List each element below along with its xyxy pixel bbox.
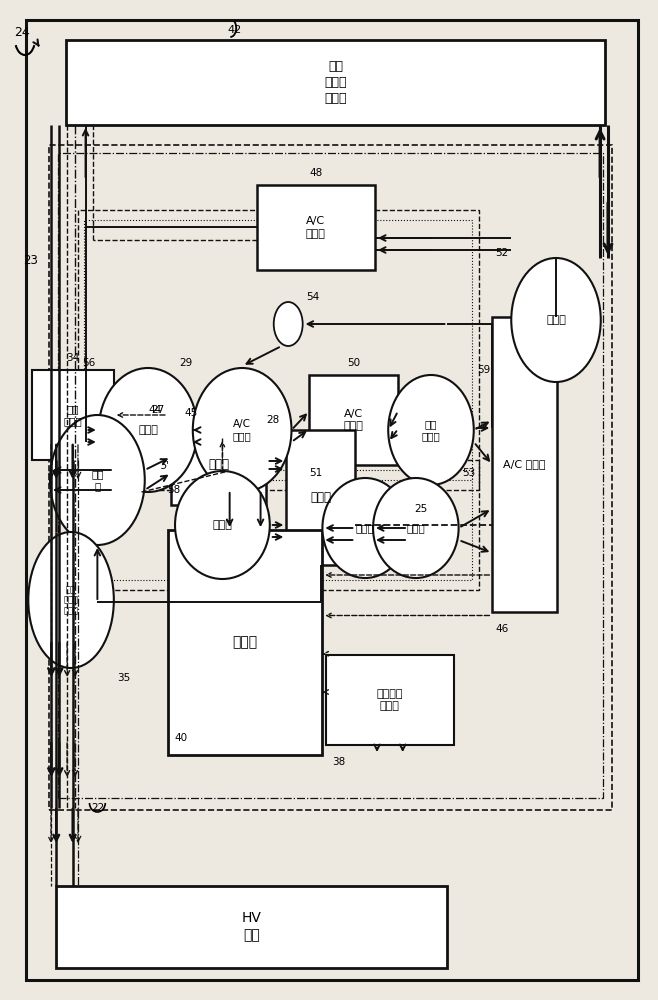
Ellipse shape — [28, 532, 114, 668]
Ellipse shape — [511, 258, 601, 382]
Text: 42: 42 — [227, 25, 241, 35]
Text: 53: 53 — [462, 468, 475, 478]
Text: 加熱器: 加熱器 — [209, 458, 229, 472]
Text: 44: 44 — [148, 405, 161, 415]
Text: 29: 29 — [180, 358, 193, 368]
Circle shape — [274, 302, 303, 346]
FancyBboxPatch shape — [257, 185, 375, 270]
Ellipse shape — [99, 368, 197, 492]
Text: A/C
蒸發器: A/C 蒸發器 — [343, 409, 364, 431]
Text: 24: 24 — [14, 26, 30, 39]
Text: 25: 25 — [415, 504, 428, 514]
Text: 膨脹閥: 膨脹閥 — [213, 520, 232, 530]
Text: 低壓側: 低壓側 — [356, 523, 374, 533]
Text: 35: 35 — [117, 673, 130, 683]
Text: 制冷
冷卻系: 制冷 冷卻系 — [63, 404, 82, 426]
Text: 38: 38 — [332, 757, 345, 767]
Text: 冷卻器: 冷卻器 — [311, 491, 331, 504]
FancyBboxPatch shape — [286, 430, 355, 565]
Text: 高壓側: 高壓側 — [546, 315, 566, 325]
Text: 23: 23 — [23, 253, 38, 266]
Text: A/C 壓縮機: A/C 壓縮機 — [503, 460, 545, 470]
Text: 5': 5' — [161, 461, 170, 471]
FancyBboxPatch shape — [26, 20, 638, 980]
Ellipse shape — [388, 375, 474, 485]
FancyBboxPatch shape — [66, 40, 605, 125]
Text: 58: 58 — [167, 485, 180, 495]
FancyBboxPatch shape — [171, 425, 266, 505]
Ellipse shape — [193, 368, 291, 492]
Text: 冷卻
制溫度
傳感器: 冷卻 制溫度 傳感器 — [64, 585, 78, 615]
Text: 電池
冷卻系
散熱器: 電池 冷卻系 散熱器 — [324, 60, 347, 105]
Text: 59: 59 — [477, 365, 490, 375]
Text: 電池溫度
傳感器: 電池溫度 傳感器 — [376, 689, 403, 711]
Text: A/C
膨脹閥: A/C 膨脹閥 — [233, 419, 251, 441]
Text: HV
電池: HV 電池 — [241, 911, 262, 943]
Ellipse shape — [50, 415, 145, 545]
FancyBboxPatch shape — [32, 370, 114, 460]
Text: 控制器: 控制器 — [232, 636, 258, 650]
Text: 56: 56 — [82, 358, 95, 368]
Ellipse shape — [175, 471, 270, 579]
Text: 溫度
傳感器: 溫度 傳感器 — [422, 419, 440, 441]
Text: A/C
冷凝器: A/C 冷凝器 — [306, 216, 326, 239]
FancyBboxPatch shape — [168, 530, 322, 755]
Text: 低溫側: 低溫側 — [407, 523, 425, 533]
Text: 截止閥: 截止閥 — [138, 425, 158, 435]
Text: 52: 52 — [495, 248, 508, 258]
Text: 48: 48 — [309, 168, 322, 178]
Ellipse shape — [322, 478, 408, 578]
Text: 電漿
器: 電漿 器 — [91, 469, 103, 491]
Text: 46: 46 — [495, 624, 509, 634]
Text: 51: 51 — [309, 468, 322, 478]
FancyBboxPatch shape — [56, 886, 447, 968]
Text: 28: 28 — [266, 415, 280, 425]
Text: 22: 22 — [91, 803, 104, 813]
Text: 34: 34 — [66, 353, 80, 363]
Text: 27: 27 — [151, 405, 164, 415]
Text: 50: 50 — [347, 358, 360, 368]
FancyBboxPatch shape — [309, 375, 398, 465]
Ellipse shape — [373, 478, 459, 578]
Text: 40: 40 — [174, 733, 188, 743]
Text: 54: 54 — [306, 292, 319, 302]
FancyBboxPatch shape — [492, 317, 557, 612]
FancyBboxPatch shape — [326, 655, 454, 745]
Text: 45: 45 — [184, 408, 197, 418]
